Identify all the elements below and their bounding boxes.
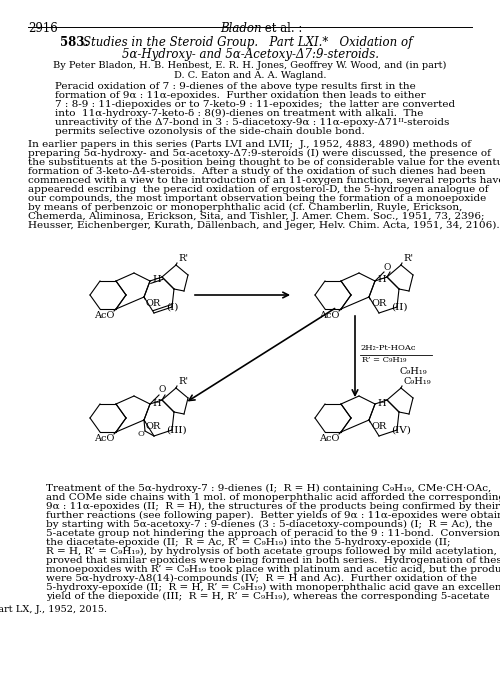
- Text: commenced with a view to the introduction of an 11-oxygen function, several repo: commenced with a view to the introductio…: [28, 176, 500, 185]
- Text: appearedd escribing  the peracid oxidation of ergosterol-D, the 5-hydrogen analo: appearedd escribing the peracid oxidatio…: [28, 185, 488, 194]
- Text: 5-acetate group not hindering the approach of peracid to the 9 : 11-bond.  Conve: 5-acetate group not hindering the approa…: [46, 529, 500, 538]
- Text: * Part LX, J., 1952, 2015.: * Part LX, J., 1952, 2015.: [0, 605, 108, 614]
- Text: By Peter Bladon, H. B. Henbest, E. R. H. Jones, Geoffrey W. Wood, and (in part): By Peter Bladon, H. B. Henbest, E. R. H.…: [54, 61, 446, 70]
- Text: monoepoxides with R’ = C₉H₁₉ took place with platinum and acetic acid, but the p: monoepoxides with R’ = C₉H₁₉ took place …: [46, 565, 500, 574]
- Text: 583.: 583.: [60, 36, 88, 49]
- Text: O: O: [138, 430, 144, 438]
- Text: R = H, R’ = C₉H₁₉), by hydrolysis of both acetate groups followed by mild acetyl: R = H, R’ = C₉H₁₉), by hydrolysis of bot…: [46, 547, 497, 556]
- Text: AcO: AcO: [318, 311, 339, 320]
- Text: In earlier papers in this series (Parts LVI and LVII;  J., 1952, 4883, 4890) met: In earlier papers in this series (Parts …: [28, 140, 471, 149]
- Text: OR: OR: [146, 422, 161, 431]
- Text: OR: OR: [371, 422, 386, 431]
- Text: AcO: AcO: [94, 434, 114, 443]
- Text: preparing 5α-hydroxy- and 5α-acetoxy-Δ7:9-steroids (I) were discussed, the prese: preparing 5α-hydroxy- and 5α-acetoxy-Δ7:…: [28, 149, 491, 158]
- Text: R': R': [178, 377, 188, 386]
- Text: further reactions (see following paper).  Better yields of 9α : 11α-epoxides wer: further reactions (see following paper).…: [46, 511, 500, 520]
- Text: by means of perbenzoic or monoperphthalic acid (cf. Chamberlin, Ruyle, Erickson,: by means of perbenzoic or monoperphthali…: [28, 203, 462, 212]
- Text: the substituents at the 5-position being thought to be of considerable value for: the substituents at the 5-position being…: [28, 158, 500, 167]
- Text: et al. :: et al. :: [261, 22, 302, 35]
- Text: (III): (III): [166, 426, 186, 435]
- Text: H: H: [377, 276, 386, 285]
- Text: proved that similar epoxides were being formed in both series.  Hydrogenation of: proved that similar epoxides were being …: [46, 556, 500, 565]
- Text: H: H: [152, 399, 160, 407]
- Text: O: O: [384, 263, 390, 272]
- Text: 2H₂-Pt-HOAc: 2H₂-Pt-HOAc: [360, 344, 416, 352]
- Text: the diacetate-epoxide (II;  R = Ac, R’ = C₉H₁₉) into the 5-hydroxy-epoxide (II;: the diacetate-epoxide (II; R = Ac, R’ = …: [46, 538, 450, 547]
- Text: AcO: AcO: [318, 434, 339, 443]
- Text: our compounds, the most important observation being the formation of a monoepoxi: our compounds, the most important observ…: [28, 194, 486, 203]
- Text: O: O: [158, 386, 166, 394]
- Text: (II): (II): [391, 303, 407, 312]
- Text: Peracid oxidation of 7 : 9-dienes of the above type results first in the: Peracid oxidation of 7 : 9-dienes of the…: [55, 82, 416, 91]
- Text: D. C. Eaton and A. A. Wagland.: D. C. Eaton and A. A. Wagland.: [174, 71, 326, 80]
- Text: R': R': [178, 254, 188, 263]
- Text: yield of the diepoxide (III;  R = H, R’ = C₉H₁₉), whereas the corresponding 5-ac: yield of the diepoxide (III; R = H, R’ =…: [46, 592, 490, 601]
- Text: were 5α-hydroxy-Δ8(14)-compounds (IV;  R = H and Ac).  Further oxidation of the: were 5α-hydroxy-Δ8(14)-compounds (IV; R …: [46, 574, 477, 583]
- Text: H: H: [377, 399, 386, 407]
- Text: Heusser, Eichenberger, Kurath, Dällenbach, and Jeger, Helv. Chim. Acta, 1951, 34: Heusser, Eichenberger, Kurath, Dällenbac…: [28, 221, 500, 230]
- Text: C₉H₁₉: C₉H₁₉: [403, 377, 430, 386]
- Text: Studies in the Steroid Group.   Part LXI.*   Oxidation of: Studies in the Steroid Group. Part LXI.*…: [83, 36, 412, 49]
- Text: permits selective ozonolysis of the side-chain double bond.: permits selective ozonolysis of the side…: [55, 127, 365, 136]
- Text: 7 : 8-9 : 11-diepoxides or to 7-keto-9 : 11-epoxides;  the latter are converted: 7 : 8-9 : 11-diepoxides or to 7-keto-9 :…: [55, 100, 455, 109]
- Text: R': R': [403, 254, 413, 263]
- Text: OR: OR: [146, 299, 161, 308]
- Text: OR: OR: [371, 299, 386, 308]
- Text: (IV): (IV): [391, 426, 411, 435]
- Text: H: H: [152, 276, 160, 285]
- Text: (I): (I): [166, 303, 178, 312]
- Text: C₉H₁₉: C₉H₁₉: [399, 367, 426, 376]
- Text: 9α : 11α-epoxides (II;  R = H), the structures of the products being confirmed b: 9α : 11α-epoxides (II; R = H), the struc…: [46, 502, 500, 511]
- Text: 5-hydroxy-epoxide (II;  R = H, R’ = C₉H₁₉) with monoperphthalic acid gave an exc: 5-hydroxy-epoxide (II; R = H, R’ = C₉H₁₉…: [46, 583, 500, 592]
- Text: Bladon: Bladon: [220, 22, 262, 35]
- Text: formation of 9α : 11α-epoxides.  Further oxidation then leads to either: formation of 9α : 11α-epoxides. Further …: [55, 91, 426, 100]
- Text: by starting with 5α-acetoxy-7 : 9-dienes (3 : 5-diacetoxy-compounds) (I;  R = Ac: by starting with 5α-acetoxy-7 : 9-dienes…: [46, 520, 492, 529]
- Text: 5α-Hydroxy- and 5α-Acetoxy-Δ7:9-steroids.: 5α-Hydroxy- and 5α-Acetoxy-Δ7:9-steroids…: [122, 48, 378, 61]
- Text: formation of 3-keto-Δ4-steroids.  After a study of the oxidation of such dienes : formation of 3-keto-Δ4-steroids. After a…: [28, 167, 485, 176]
- Text: AcO: AcO: [94, 311, 114, 320]
- Text: into  11α-hydroxy-7-keto-δ : 8(9)-dienes on treatment with alkali.  The: into 11α-hydroxy-7-keto-δ : 8(9)-dienes …: [55, 109, 424, 118]
- Text: unreactivity of the Δ7-bond in 3 : 5-diacetoxy-9α : 11α-epoxy-Δ71ᴵᴵ-steroids: unreactivity of the Δ7-bond in 3 : 5-dia…: [55, 118, 450, 127]
- Text: and COMe side chains with 1 mol. of monoperphthalic acid afforded the correspond: and COMe side chains with 1 mol. of mono…: [46, 493, 500, 502]
- Text: Chemerda, Aliminosa, Erickson, Sita, and Tishler, J. Amer. Chem. Soc., 1951, 73,: Chemerda, Aliminosa, Erickson, Sita, and…: [28, 212, 484, 221]
- Text: Treatment of the 5α-hydroxy-7 : 9-dienes (I;  R = H) containing C₉H₁₉, CMe·CH·OA: Treatment of the 5α-hydroxy-7 : 9-dienes…: [46, 484, 491, 493]
- Text: 2916: 2916: [28, 22, 58, 35]
- Text: R’ = C₉H₁₉: R’ = C₉H₁₉: [362, 356, 406, 365]
